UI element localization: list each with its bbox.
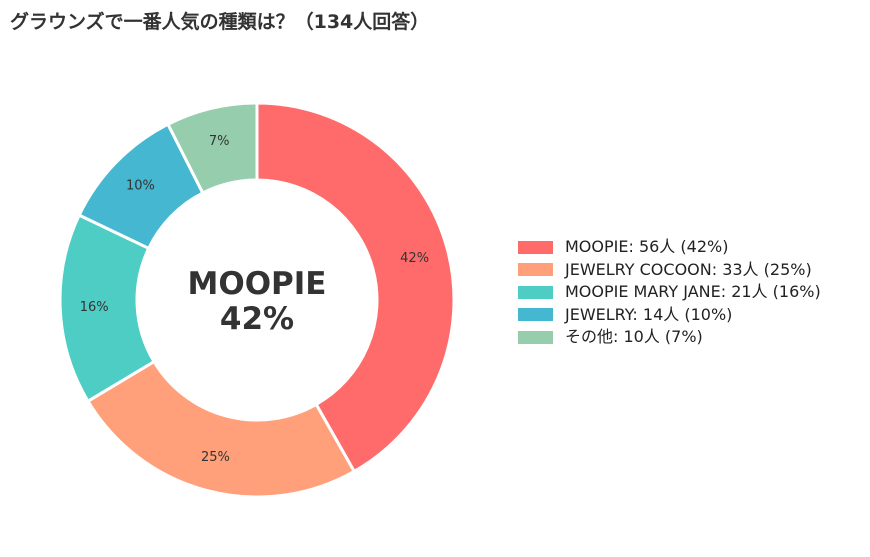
legend-item-2: MOOPIE MARY JANE: 21人 (16%) — [518, 281, 821, 304]
slice-percent-labels: 42% 25% 16% 10% 7% — [80, 134, 429, 465]
legend-item-0: MOOPIE: 56人 (42%) — [518, 236, 821, 259]
legend-swatch-4 — [518, 330, 553, 344]
legend-item-1: JEWELRY COCOON: 33人 (25%) — [518, 259, 821, 282]
chart-title: グラウンズで一番人気の種類は？（134人回答） — [10, 11, 430, 33]
legend-label-2: MOOPIE MARY JANE: 21人 (16%) — [565, 282, 821, 301]
donut-slices — [58, 101, 456, 499]
legend-item-4: その他: 10人 (7%) — [518, 326, 821, 349]
center-label-name: MOOPIE — [188, 266, 327, 302]
legend-label-0: MOOPIE: 56人 (42%) — [565, 237, 729, 256]
slice-percent-label-1: 25% — [201, 450, 230, 465]
legend-label-4: その他: 10人 (7%) — [565, 327, 703, 346]
legend-swatch-3 — [518, 308, 553, 322]
legend-swatch-0 — [518, 240, 553, 254]
slice-percent-label-0: 42% — [400, 251, 429, 266]
slice-percent-label-3: 10% — [126, 179, 155, 194]
donut-slice-1 — [85, 359, 357, 499]
legend-swatch-1 — [518, 263, 553, 277]
slice-percent-label-2: 16% — [80, 300, 109, 315]
slice-percent-label-4: 7% — [209, 134, 230, 149]
donut-slice-0 — [255, 101, 456, 474]
legend-item-3: JEWELRY: 14人 (10%) — [518, 304, 821, 327]
donut-slice-4 — [165, 101, 259, 195]
legend-swatch-2 — [518, 285, 553, 299]
legend-label-3: JEWELRY: 14人 (10%) — [565, 304, 733, 324]
center-label-percent: 42% — [220, 301, 294, 337]
legend-label-1: JEWELRY COCOON: 33人 (25%) — [565, 259, 812, 279]
chart-legend: MOOPIE: 56人 (42%) JEWELRY COCOON: 33人 (25… — [518, 236, 821, 349]
